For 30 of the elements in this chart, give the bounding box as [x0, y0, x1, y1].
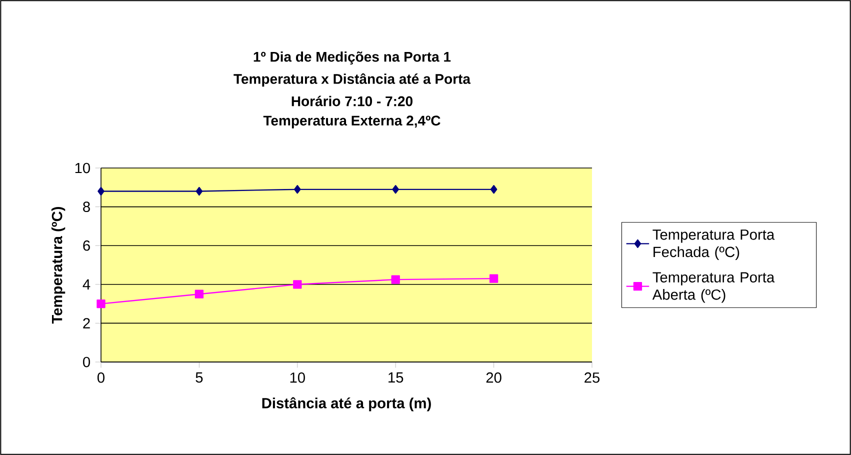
- x-tick-label: 25: [584, 372, 600, 383]
- x-tick-label: 15: [388, 372, 404, 383]
- point: [96, 299, 106, 308]
- x-tick-label: 5: [196, 372, 203, 383]
- y-tick-label: 0: [83, 356, 90, 368]
- legend-label: Temperatura Porta Fechada (ºC): [652, 230, 775, 260]
- chart-title: 1º Dia de Medições na Porta 1: [254, 51, 451, 65]
- point: [490, 185, 498, 194]
- text: Temperatura Externa 2,4ºC: [263, 116, 440, 128]
- legend-label: Temperatura Porta Aberta (ºC): [652, 272, 775, 303]
- point: [194, 290, 204, 298]
- chart-subtitle: Temperatura x Distância até a Porta: [234, 73, 471, 87]
- point: [98, 186, 104, 196]
- text: Horário 7:10 - 7:20: [292, 96, 412, 106]
- x-axis-title: Distância até a porta (m): [262, 397, 431, 412]
- y-tick-label: 4: [82, 279, 90, 290]
- point: [392, 185, 399, 194]
- point: [489, 274, 498, 283]
- point: [293, 280, 302, 289]
- y-axis-title: Temperatura (ºC): [51, 206, 66, 324]
- y-tick-label: 8: [83, 202, 90, 212]
- point: [196, 186, 203, 196]
- y-tick-label: 10: [75, 162, 90, 174]
- x-tick-label: 0: [97, 372, 104, 383]
- y-tick-label: 2: [83, 318, 90, 328]
- x-tick-label: 10: [290, 372, 305, 383]
- point: [391, 275, 400, 284]
- x-tick-label: 20: [486, 372, 502, 383]
- point: [294, 185, 301, 194]
- y-tick-label: 6: [83, 240, 90, 251]
